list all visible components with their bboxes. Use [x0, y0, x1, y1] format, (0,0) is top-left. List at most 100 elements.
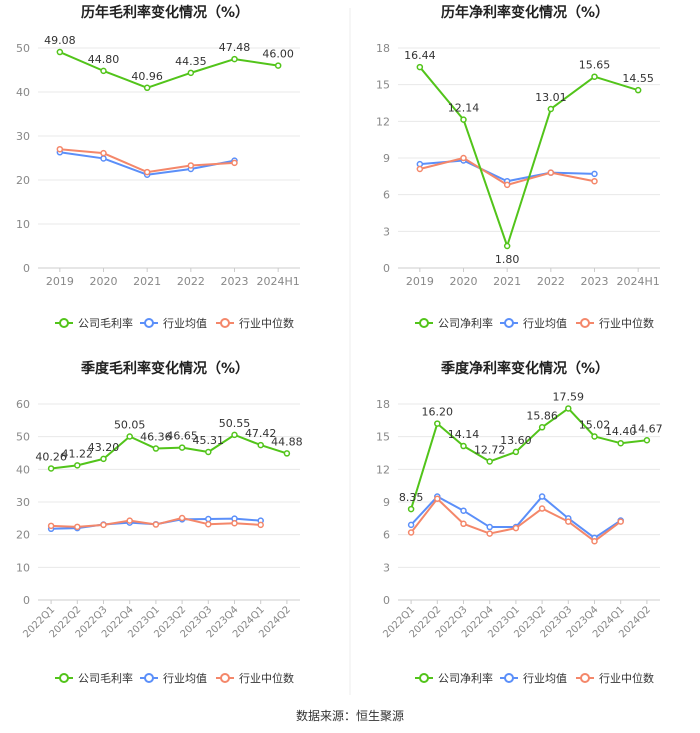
x-tick-label: 2019 [406, 275, 434, 288]
x-tick-label: 2022 [177, 275, 205, 288]
data-label: 46.36 [140, 431, 172, 444]
legend-swatch-marker [580, 318, 590, 328]
series-line [59, 51, 279, 89]
y-tick-label: 40 [16, 463, 30, 476]
data-point [538, 505, 546, 512]
data-point [547, 105, 555, 113]
data-point [434, 495, 441, 502]
data-point [486, 458, 493, 465]
y-tick-label: 0 [23, 262, 30, 275]
x-tick-label: 2024H1 [257, 275, 300, 288]
x-tick-label: 2023 [581, 275, 609, 288]
data-label: 14.55 [622, 72, 654, 85]
data-point [274, 62, 282, 69]
data-point [74, 462, 81, 469]
data-point [100, 149, 107, 157]
data-point [617, 439, 624, 447]
data-point [643, 437, 651, 444]
data-point [538, 424, 546, 431]
data-point [591, 537, 598, 545]
data-label: 50.05 [114, 419, 146, 432]
data-point [231, 55, 238, 63]
data-label: 12.72 [474, 443, 506, 456]
data-point [538, 493, 546, 500]
legend-label: 行业均值 [523, 317, 567, 330]
data-label: 49.08 [44, 34, 76, 47]
legend-swatch-marker [504, 318, 514, 328]
legend-label: 公司净利率 [438, 671, 493, 685]
data-label: 43.20 [88, 441, 120, 454]
data-point [100, 521, 107, 529]
data-point [187, 69, 195, 77]
data-point [231, 159, 238, 167]
data-point [512, 448, 520, 456]
legend-swatch-marker [144, 673, 154, 683]
data-point [565, 405, 572, 412]
data-label: 44.35 [175, 55, 207, 68]
y-tick-label: 9 [383, 152, 390, 165]
data-point [407, 505, 415, 513]
x-tick-label: 2024H1 [617, 275, 660, 288]
legend-label: 公司净利率 [438, 316, 493, 330]
y-tick-label: 60 [16, 398, 30, 411]
y-tick-label: 15 [376, 79, 390, 92]
data-point [486, 530, 493, 537]
data-point [503, 181, 511, 189]
chart-title: 季度毛利率变化情况（%） [80, 360, 249, 377]
data-point [591, 170, 598, 178]
legend-label: 公司毛利率 [78, 671, 133, 685]
data-point [407, 521, 415, 529]
y-tick-label: 18 [376, 398, 390, 411]
y-tick-label: 30 [16, 496, 30, 509]
y-tick-label: 20 [16, 174, 30, 187]
data-point [74, 523, 81, 531]
data-label: 14.40 [605, 425, 637, 438]
x-tick-label: 2019 [46, 275, 74, 288]
series-line [50, 433, 288, 470]
data-label: 13.01 [535, 91, 567, 104]
data-point [460, 442, 467, 450]
data-label: 46.00 [262, 48, 294, 61]
legend-swatch-marker [144, 318, 154, 328]
series-line [59, 148, 235, 174]
y-tick-label: 0 [23, 594, 30, 607]
data-point [205, 448, 212, 456]
data-label: 15.86 [526, 409, 558, 422]
data-label: 47.42 [245, 427, 277, 440]
data-label: 14.14 [448, 428, 480, 441]
data-point [56, 145, 64, 153]
data-point [503, 242, 511, 250]
chart-quarterly-net-margin: 季度净利率变化情况（%）03691215182022Q12022Q22022Q3… [376, 360, 663, 685]
chart-title: 历年净利率变化情况（%） [441, 4, 609, 21]
data-label: 14.67 [631, 422, 663, 435]
legend-swatch-marker [580, 673, 590, 683]
y-tick-label: 10 [16, 561, 30, 574]
x-tick-label: 2022 [537, 275, 565, 288]
y-tick-label: 30 [16, 130, 30, 143]
data-label: 16.44 [404, 49, 436, 62]
y-tick-label: 9 [383, 496, 390, 509]
data-label: 50.55 [219, 417, 251, 430]
data-point [231, 431, 238, 439]
data-label: 40.26 [35, 450, 67, 463]
y-tick-label: 15 [376, 431, 390, 444]
data-point [143, 168, 151, 176]
data-label: 40.96 [131, 70, 163, 83]
data-point [591, 177, 598, 185]
data-point [283, 450, 291, 457]
data-label: 41.22 [62, 447, 94, 460]
x-tick-label: 2021 [493, 275, 521, 288]
data-label: 8.35 [399, 491, 424, 504]
data-point [591, 433, 598, 440]
series-line [410, 407, 648, 510]
data-point [152, 521, 160, 528]
data-label: 17.59 [553, 390, 585, 403]
data-point [512, 524, 520, 532]
y-tick-label: 20 [16, 529, 30, 542]
y-tick-label: 50 [16, 431, 30, 444]
data-source-footer: 数据来源：恒生聚源 [295, 709, 404, 723]
legend-swatch-marker [59, 673, 69, 683]
y-tick-label: 18 [376, 42, 390, 55]
x-tick-label: 2020 [450, 275, 478, 288]
